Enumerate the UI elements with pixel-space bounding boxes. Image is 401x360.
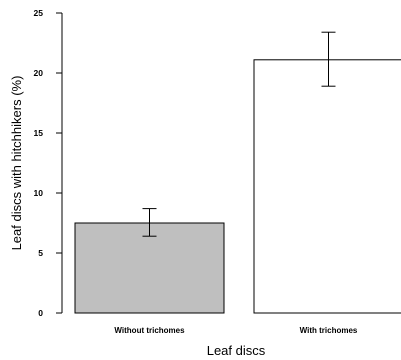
y-tick-label: 20: [34, 68, 44, 78]
y-tick-label: 0: [38, 308, 43, 318]
bar-without-trichomes: [74, 222, 225, 314]
y-tick-label: 10: [34, 188, 44, 198]
y-tick-label: 25: [34, 8, 44, 18]
y-tick-label: 5: [38, 248, 43, 258]
category-labels: Without trichomes With trichomes: [114, 326, 357, 335]
x-category-label: With trichomes: [300, 326, 358, 335]
y-axis-title: Leaf discs with hitchhikers (%): [9, 76, 24, 251]
bars: [74, 59, 401, 314]
x-axis-title: Leaf discs: [207, 343, 266, 358]
x-category-label: Without trichomes: [114, 326, 185, 335]
y-axis: 0 5 10 15 20 25: [34, 8, 63, 318]
error-bars: [142, 31, 336, 237]
error-bar: [321, 31, 336, 87]
y-tick-label: 15: [34, 128, 44, 138]
bar-with-trichomes: [253, 59, 401, 314]
error-bar: [142, 208, 157, 237]
y-axis-ticks: 0 5 10 15 20 25: [34, 8, 62, 318]
